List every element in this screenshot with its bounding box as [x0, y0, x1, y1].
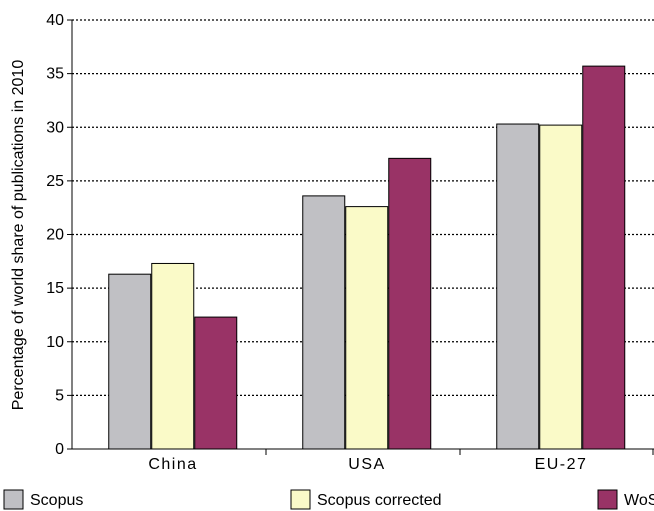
legend-label: Scopus	[30, 492, 83, 509]
legend-swatch	[290, 489, 311, 510]
y-tick-label: 25	[46, 173, 64, 190]
bar-usa-scopus	[302, 195, 346, 450]
legend-swatch	[597, 489, 618, 510]
y-tick-label: 5	[55, 387, 64, 404]
legend-swatch	[3, 489, 24, 510]
bar-eu-27-scopus-corrected	[539, 124, 583, 450]
y-tick-label: 35	[46, 66, 64, 83]
x-tick-labels: China USA EU-27	[148, 456, 588, 473]
axes	[67, 19, 654, 455]
x-tick-label: USA	[348, 456, 385, 473]
y-tick-label: 15	[46, 280, 64, 297]
bar-china-wos	[194, 316, 238, 450]
x-tick-label: China	[148, 456, 197, 473]
y-tick-labels: 0 5 10 15 20 25 30 35 40	[46, 12, 64, 458]
x-tick-label: EU-27	[535, 456, 588, 473]
y-tick-label: 30	[46, 119, 64, 136]
y-tick-label: 10	[46, 334, 64, 351]
legend: Scopus Scopus corrected WoS	[3, 489, 654, 510]
legend-label: Scopus corrected	[317, 492, 442, 509]
y-axis-label: Percentage of world share of publication…	[10, 60, 27, 411]
bar-china-scopus	[108, 273, 152, 450]
y-tick-label: 40	[46, 12, 64, 29]
bar-eu-27-wos	[582, 65, 626, 450]
bar-china-scopus-corrected	[151, 262, 195, 450]
y-tick-label: 20	[46, 227, 64, 244]
legend-label: WoS	[624, 492, 654, 509]
bar-usa-scopus-corrected	[345, 206, 389, 450]
bars	[108, 65, 626, 450]
y-tick-label: 0	[55, 441, 64, 458]
bar-usa-wos	[388, 157, 432, 450]
bar-eu-27-scopus	[496, 123, 540, 450]
